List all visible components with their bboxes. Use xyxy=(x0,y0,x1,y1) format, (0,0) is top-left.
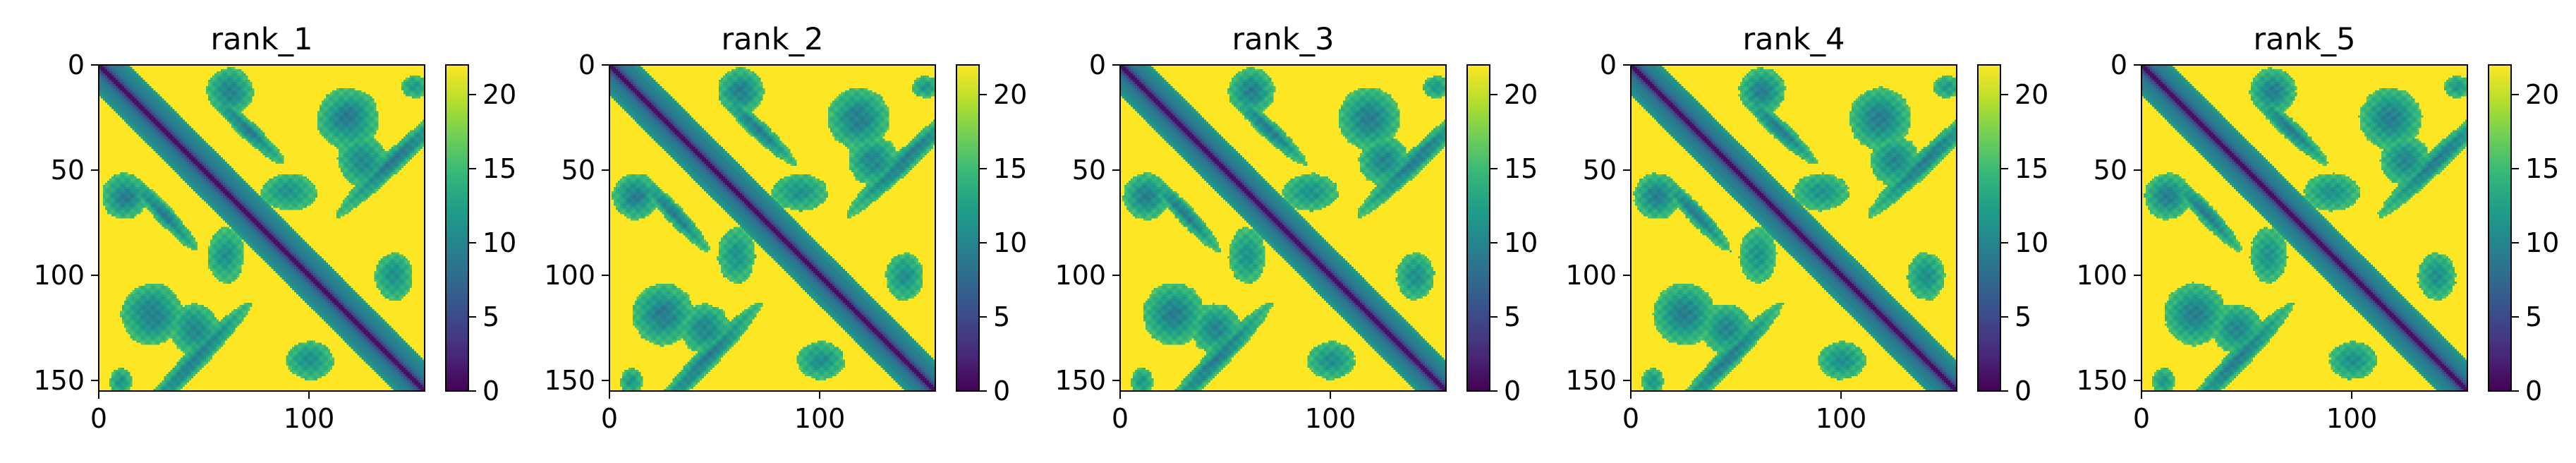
colorbar-tick-label: 20 xyxy=(482,79,516,110)
colorbar-tick-label: 5 xyxy=(1504,301,1521,332)
colorbar-tick-label: 15 xyxy=(1504,153,1538,184)
heatmap-image xyxy=(609,65,935,391)
y-tick-label: 150 xyxy=(1055,365,1106,396)
heatmap-image xyxy=(2141,65,2467,391)
colorbar xyxy=(445,64,469,392)
x-tick-label: 100 xyxy=(1816,403,1867,434)
y-tick-label: 0 xyxy=(578,49,595,80)
colorbar-tick-label: 10 xyxy=(2525,227,2559,258)
panel-title: rank_5 xyxy=(2253,22,2355,57)
colorbar-tick-label: 15 xyxy=(2525,153,2559,184)
colorbar-tick-label: 20 xyxy=(2525,79,2559,110)
y-tick-label: 100 xyxy=(544,260,595,291)
colorbar-tick-label: 15 xyxy=(482,153,516,184)
x-tick-label: 100 xyxy=(1305,403,1356,434)
y-tick-label: 0 xyxy=(1600,49,1617,80)
x-tick-label: 0 xyxy=(90,403,107,434)
colorbar xyxy=(1466,64,1490,392)
colorbar-tick-label: 0 xyxy=(1504,375,1521,407)
y-tick-label: 0 xyxy=(1089,49,1106,80)
y-tick-label: 150 xyxy=(2076,365,2127,396)
y-tick-label: 150 xyxy=(544,365,595,396)
panel-title: rank_4 xyxy=(1742,22,1845,57)
x-tick-label: 0 xyxy=(2133,403,2150,434)
colorbar-tick-label: 5 xyxy=(2525,301,2542,332)
y-tick-label: 100 xyxy=(1565,260,1617,291)
colorbar-tick-label: 5 xyxy=(993,301,1010,332)
colorbar-tick-label: 0 xyxy=(482,375,499,407)
heatmap-image xyxy=(1120,65,1446,391)
x-tick-label: 0 xyxy=(1112,403,1129,434)
panel-title: rank_3 xyxy=(1232,22,1334,57)
heatmap-image xyxy=(99,65,425,391)
y-tick-label: 50 xyxy=(2094,155,2127,186)
colorbar-tick-label: 20 xyxy=(993,79,1027,110)
x-tick-label: 100 xyxy=(284,403,335,434)
y-tick-label: 0 xyxy=(68,49,85,80)
y-tick-label: 150 xyxy=(1565,365,1617,396)
colorbar-tick-label: 10 xyxy=(482,227,516,258)
axes-frame xyxy=(98,64,425,392)
y-tick-label: 50 xyxy=(561,155,595,186)
y-tick-label: 50 xyxy=(51,155,85,186)
colorbar-tick-label: 0 xyxy=(2525,375,2542,407)
axes-frame xyxy=(2141,64,2468,392)
y-tick-label: 150 xyxy=(33,365,85,396)
x-tick-label: 0 xyxy=(1622,403,1639,434)
y-tick-label: 100 xyxy=(1055,260,1106,291)
colorbar-tick-label: 0 xyxy=(993,375,1010,407)
y-tick-label: 50 xyxy=(1583,155,1617,186)
panel-title: rank_1 xyxy=(210,22,312,57)
colorbar-tick-label: 10 xyxy=(2015,227,2048,258)
colorbar-tick-label: 0 xyxy=(2015,375,2031,407)
y-tick-label: 50 xyxy=(1072,155,1106,186)
colorbar-tick-label: 15 xyxy=(993,153,1027,184)
colorbar xyxy=(1977,64,2001,392)
colorbar-tick-label: 10 xyxy=(993,227,1027,258)
panel-title: rank_2 xyxy=(721,22,823,57)
y-tick-label: 0 xyxy=(2110,49,2127,80)
colorbar-tick-label: 20 xyxy=(2015,79,2048,110)
x-tick-label: 100 xyxy=(794,403,846,434)
y-tick-label: 100 xyxy=(2076,260,2127,291)
x-tick-label: 100 xyxy=(2326,403,2378,434)
colorbar-tick-label: 5 xyxy=(482,301,499,332)
axes-frame xyxy=(1630,64,1957,392)
x-tick-label: 0 xyxy=(601,403,618,434)
colorbar-tick-label: 5 xyxy=(2015,301,2031,332)
heatmap-image xyxy=(1631,65,1957,391)
y-tick-label: 100 xyxy=(33,260,85,291)
colorbar-tick-label: 20 xyxy=(1504,79,1538,110)
colorbar xyxy=(2488,64,2512,392)
colorbar xyxy=(956,64,980,392)
colorbar-tick-label: 10 xyxy=(1504,227,1538,258)
colorbar-tick-label: 15 xyxy=(2015,153,2048,184)
axes-frame xyxy=(1119,64,1447,392)
axes-frame xyxy=(609,64,936,392)
